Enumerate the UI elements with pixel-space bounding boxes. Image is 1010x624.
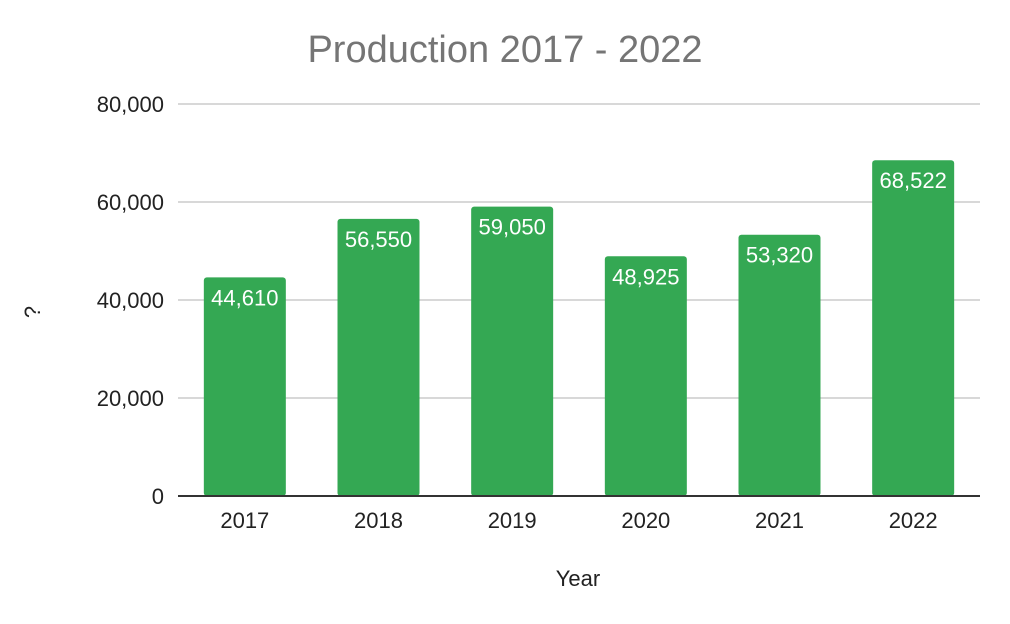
- x-axis-ticks: 2017 2018 2019 2020 2021 2022: [220, 508, 937, 533]
- data-label-2020: 48,925: [612, 264, 679, 289]
- x-tick-label: 2020: [621, 508, 670, 533]
- y-tick-label: 80,000: [97, 92, 164, 117]
- bar-2019: [471, 206, 554, 496]
- data-label-2017: 44,610: [211, 285, 278, 310]
- y-tick-label: 20,000: [97, 386, 164, 411]
- x-axis-title: Year: [556, 566, 600, 591]
- bar-2018: [337, 218, 420, 496]
- x-tick-label: 2021: [755, 508, 804, 533]
- bar-2017: [203, 277, 286, 496]
- data-label-2022: 68,522: [880, 168, 947, 193]
- bar-2020: [604, 256, 687, 496]
- y-tick-label: 40,000: [97, 288, 164, 313]
- bar-2022: [872, 160, 955, 497]
- chart-title: Production 2017 - 2022: [307, 29, 702, 71]
- x-tick-label: 2019: [488, 508, 537, 533]
- gridlines: [178, 103, 980, 399]
- bar-2021: [738, 234, 821, 496]
- y-tick-label: 0: [152, 484, 164, 509]
- data-label-2019: 59,050: [479, 215, 546, 240]
- x-tick-label: 2018: [354, 508, 403, 533]
- y-axis-ticks: 0 20,000 40,000 60,000 80,000: [97, 92, 164, 509]
- y-tick-label: 60,000: [97, 190, 164, 215]
- data-label-2018: 56,550: [345, 227, 412, 252]
- x-tick-label: 2017: [220, 508, 269, 533]
- y-axis-title: ?: [20, 306, 45, 318]
- bars: 44,610 56,550 59,050 48,925 53,320 68,522: [203, 160, 955, 497]
- data-label-2021: 53,320: [746, 243, 813, 268]
- x-tick-label: 2022: [889, 508, 938, 533]
